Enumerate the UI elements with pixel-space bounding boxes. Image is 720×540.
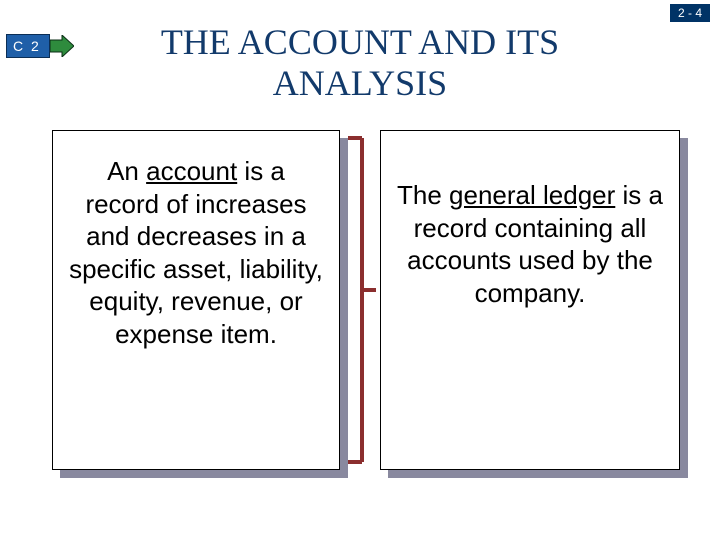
slide-title: THE ACCOUNT AND ITSANALYSIS	[0, 22, 720, 105]
bracket-connector-icon	[348, 130, 376, 470]
content-area: An account is a record of increases and …	[0, 130, 720, 510]
account-definition-box: An account is a record of increases and …	[52, 130, 340, 470]
account-text-pre: An	[107, 156, 146, 186]
page-number: 2 - 4	[670, 4, 710, 22]
ledger-text-pre: The	[397, 180, 449, 210]
ledger-definition-box: The general ledger is a record containin…	[380, 130, 680, 470]
ledger-text-underlined: general ledger	[449, 180, 615, 210]
account-text-underlined: account	[146, 156, 237, 186]
